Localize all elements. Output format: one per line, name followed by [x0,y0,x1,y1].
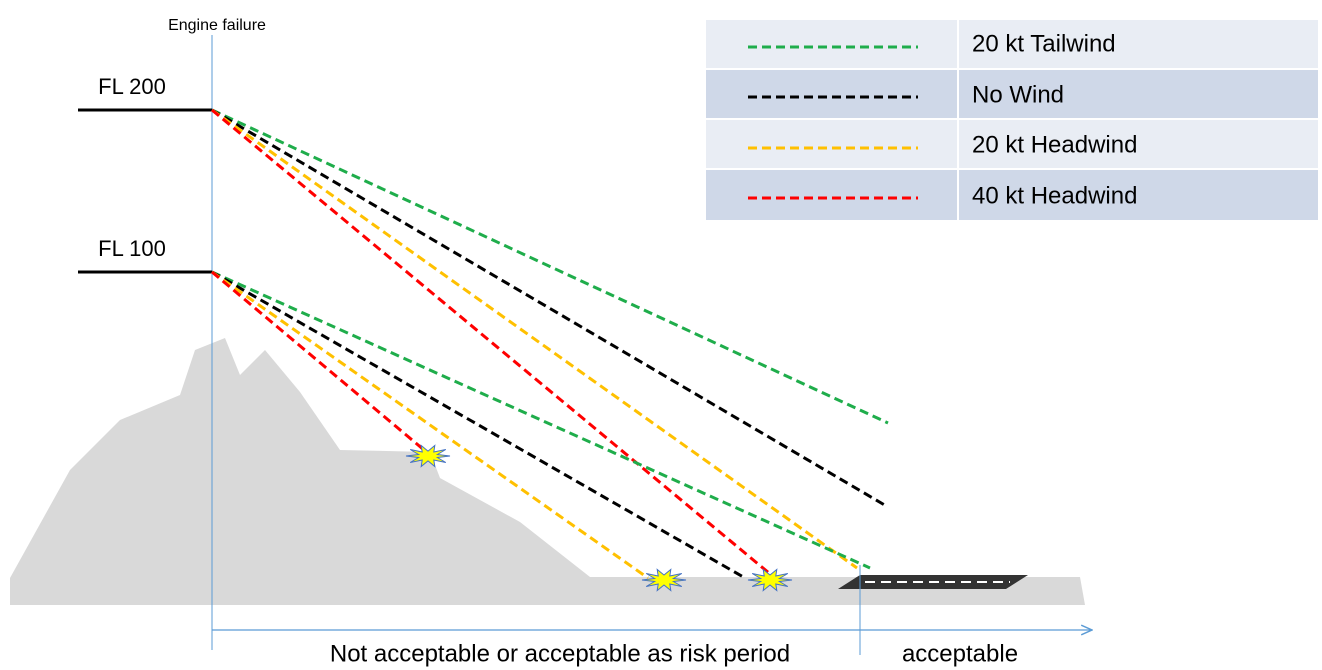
path-headwind40 [211,270,431,457]
level-label: FL 100 [98,236,166,261]
path-tailwind [211,108,889,425]
path-nowind [211,270,746,580]
crash-star [641,568,687,592]
acceptable-label: acceptable [902,640,1018,667]
terrain [10,338,1085,605]
legend: 20 kt Tailwind No Wind 20 kt Headwind 40… [706,20,1318,220]
path-tailwind [211,270,871,570]
crash-star [405,444,451,468]
glide-paths [211,108,889,580]
failure-label: Engine failure [168,17,266,34]
legend-label: No Wind [972,81,1064,108]
path-headwind20 [211,270,649,580]
level-label: FL 200 [98,74,166,99]
legend-row [706,170,1318,220]
crash-markers [405,444,793,592]
legend-row [706,20,1318,68]
legend-row [706,120,1318,168]
crash-star [747,568,793,592]
not-acceptable-label: Not acceptable or acceptable as risk per… [330,640,790,667]
path-headwind20 [211,108,858,570]
legend-label: 20 kt Headwind [972,131,1137,158]
legend-label: 20 kt Tailwind [972,30,1116,57]
path-headwind40 [211,108,776,580]
legend-row [706,70,1318,118]
path-nowind [211,108,889,509]
legend-label: 40 kt Headwind [972,182,1137,209]
